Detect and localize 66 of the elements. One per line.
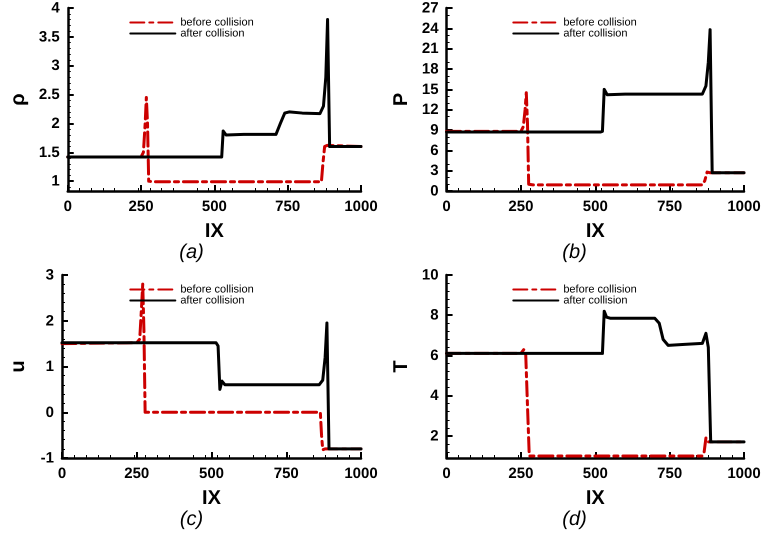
x-tick-label: 750 <box>274 465 299 482</box>
x-tick-label: 250 <box>508 465 534 482</box>
legend-label: before collision <box>180 16 254 28</box>
x-tick-label: 500 <box>198 465 224 482</box>
x-tick-label: 0 <box>442 465 451 482</box>
y-tick-label: 6 <box>430 346 439 364</box>
y-tick-label: 2.5 <box>38 86 60 104</box>
legend-label: after collision <box>563 28 628 40</box>
y-tick-label: 18 <box>422 60 439 78</box>
y-tick-label: 27 <box>422 0 439 16</box>
y-tick-label: 1 <box>51 172 60 190</box>
x-axis-title: IX <box>202 487 222 509</box>
x-tick-label: 250 <box>128 198 154 215</box>
y-tick-label: 6 <box>430 142 439 159</box>
x-tick-label: 500 <box>582 198 608 215</box>
y-axis-title: u <box>7 360 29 373</box>
x-tick-label: 1000 <box>344 465 378 482</box>
y-axis-title: ρ <box>7 93 29 106</box>
x-tick-label: 750 <box>657 465 682 482</box>
x-tick-label: 250 <box>508 198 534 215</box>
legend-label: before collision <box>563 284 637 296</box>
y-tick-label: 1 <box>46 358 54 375</box>
y-tick-label: 1.5 <box>38 144 60 161</box>
y-axis-title: P <box>390 92 412 106</box>
x-tick-label: 750 <box>657 198 682 215</box>
x-tick-label: 0 <box>442 198 451 215</box>
x-tick-label: 1000 <box>344 198 378 215</box>
y-tick-label: -1 <box>40 450 54 466</box>
y-tick-label: 4 <box>430 387 440 404</box>
y-tick-label: 9 <box>430 122 439 138</box>
y-axis-title: T <box>390 360 412 373</box>
y-tick-label: 2 <box>46 312 54 330</box>
y-tick-label: 21 <box>422 40 439 58</box>
y-tick-label: 3.5 <box>38 28 60 46</box>
legend-label: before collision <box>563 16 637 28</box>
x-tick-label: 0 <box>64 198 72 215</box>
legend-label: before collision <box>180 284 254 296</box>
x-tick-label: 750 <box>275 198 300 215</box>
text: (c) <box>180 508 204 530</box>
x-tick-label: 500 <box>582 465 608 482</box>
x-axis-title: IX <box>586 220 606 242</box>
y-tick-label: 3 <box>51 57 60 74</box>
y-tick-label: 2 <box>51 114 60 132</box>
x-axis-title: IX <box>586 487 606 509</box>
x-axis-title: IX <box>204 220 224 242</box>
text: (a) <box>179 241 204 263</box>
legend-label: after collision <box>563 294 628 306</box>
y-tick-label: 12 <box>422 101 439 118</box>
x-tick-label: 500 <box>202 198 227 215</box>
x-tick-label: 1000 <box>727 465 761 482</box>
x-tick-label: 1000 <box>727 198 761 215</box>
y-tick-label: 3 <box>430 162 439 180</box>
legend-label: after collision <box>180 28 245 40</box>
y-tick-label: 8 <box>430 306 439 324</box>
y-tick-label: 3 <box>46 266 54 284</box>
legend-label: after collision <box>180 294 245 306</box>
y-tick-label: 0 <box>46 404 54 421</box>
y-tick-label: 15 <box>422 80 439 98</box>
y-tick-label: 0 <box>430 182 439 200</box>
y-tick-label: 10 <box>422 266 439 284</box>
y-tick-label: 4 <box>51 0 60 16</box>
text: (b) <box>562 241 587 263</box>
y-tick-label: 2 <box>430 427 439 444</box>
y-tick-label: 24 <box>422 20 440 37</box>
x-tick-label: 250 <box>124 465 150 482</box>
text: (d) <box>562 508 587 530</box>
